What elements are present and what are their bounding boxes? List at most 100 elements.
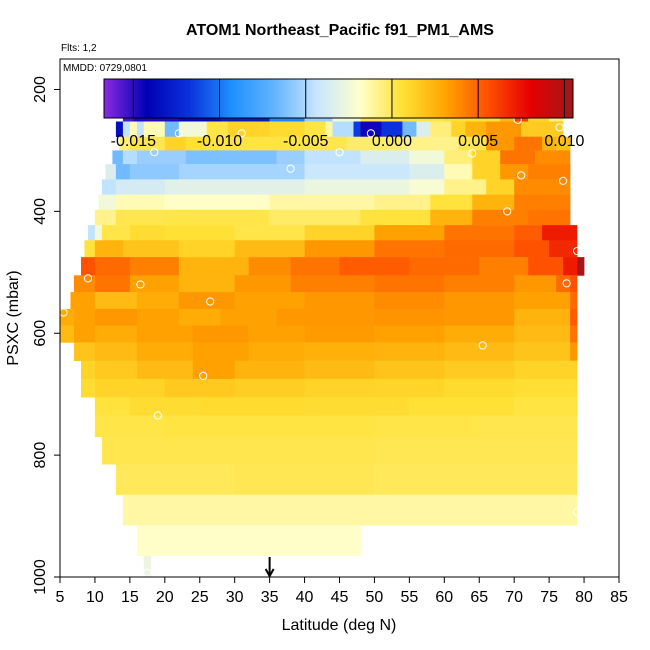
heatmap-cell	[248, 325, 305, 343]
heatmap-cell	[570, 292, 578, 310]
heatmap-cell	[409, 179, 445, 195]
heatmap-cell	[542, 225, 578, 241]
heatmap-cell	[374, 225, 445, 241]
heatmap-cell	[528, 257, 564, 276]
heatmap-cell	[234, 360, 305, 380]
heatmap-cell	[521, 121, 564, 137]
x-tick-label: 55	[400, 589, 418, 606]
heatmap-cell	[234, 275, 291, 293]
heatmap-cell	[192, 325, 249, 343]
heatmap-cell	[115, 464, 235, 496]
heatmap-cell	[570, 325, 578, 343]
heatmap-cell	[178, 121, 208, 137]
sample-point	[60, 308, 68, 317]
heatmap-cell	[514, 275, 557, 293]
sample-point	[562, 279, 571, 288]
heatmap-cell	[444, 308, 515, 326]
x-tick-label: 10	[86, 589, 104, 606]
heatmap-cell	[94, 240, 124, 258]
sample-point	[468, 149, 477, 158]
x-tick-label: 5	[56, 589, 65, 606]
heatmap-cell	[269, 494, 578, 526]
heatmap-cell	[304, 225, 375, 241]
y-tick-label: 1000	[32, 559, 49, 595]
heatmap-cell	[570, 308, 578, 326]
heatmap-cell	[164, 121, 180, 137]
heatmap-cell	[479, 257, 529, 276]
heatmap-cell	[178, 240, 235, 258]
x-tick-label: 50	[366, 589, 384, 606]
heatmap-cell	[535, 150, 571, 165]
heatmap-cell	[486, 121, 522, 137]
heatmap-cell	[94, 342, 138, 361]
y-axis-label: PSXC (mbar)	[5, 270, 22, 365]
sample-point	[286, 164, 295, 173]
heatmap-cell	[136, 360, 194, 380]
heatmap-cell	[528, 209, 571, 226]
heatmap-cell	[353, 121, 361, 137]
heatmap-cell	[206, 121, 228, 137]
heatmap-cell	[444, 150, 473, 165]
heatmap-cell	[325, 121, 333, 137]
heatmap-cell	[402, 136, 459, 151]
heatmap-cell	[105, 164, 117, 180]
heatmap-cell	[84, 240, 96, 258]
heatmap-cell	[122, 121, 131, 137]
x-tick-label: 60	[435, 589, 453, 606]
heatmap-cell	[514, 360, 578, 380]
heatmap-cell	[199, 397, 305, 416]
colorbar-tick-label: 0.010	[544, 133, 584, 150]
heatmap-cell	[444, 325, 515, 343]
heatmap-cell	[94, 275, 131, 293]
heatmap-cell	[129, 136, 166, 151]
heatmap-cell	[185, 136, 208, 151]
heatmap-cell	[304, 150, 361, 165]
marker-arrow-head	[264, 568, 275, 579]
heatmap-cell	[94, 360, 138, 380]
y-tick-label: 400	[32, 198, 49, 225]
heatmap-cell	[178, 308, 221, 326]
heatmap-cell	[570, 275, 578, 293]
sample-point	[206, 297, 215, 306]
heatmap-cell	[304, 397, 410, 416]
heatmap-cell	[514, 292, 571, 310]
heatmap-cell	[451, 121, 466, 137]
heatmap-cell	[577, 257, 585, 276]
x-tick-label: 45	[331, 589, 349, 606]
x-tick-label: 85	[610, 589, 628, 606]
heatmap-cell	[234, 240, 305, 258]
heatmap-cell	[472, 209, 529, 226]
heatmap-cell	[374, 464, 578, 496]
heatmap-cell	[248, 342, 305, 361]
colorbar-tick-label: -0.010	[197, 133, 242, 150]
heatmap-cell	[570, 342, 578, 361]
sample-point	[555, 123, 564, 132]
heatmap-cell	[563, 257, 578, 276]
heatmap-cell	[74, 325, 96, 343]
sample-point	[478, 341, 487, 350]
heatmap-cell	[374, 292, 445, 310]
heatmap-cell	[122, 150, 138, 165]
heatmap-cell	[556, 136, 571, 151]
x-tick-label: 75	[540, 589, 558, 606]
x-tick-label: 20	[156, 589, 174, 606]
heatmap-cell	[514, 342, 571, 361]
heatmap-cell	[94, 397, 131, 416]
heatmap-cell	[94, 209, 117, 226]
x-tick-label: 80	[575, 589, 593, 606]
heatmap-cell	[178, 257, 249, 276]
heatmap-cell	[164, 194, 270, 211]
heatmap-cell	[444, 179, 487, 195]
heatmap-cell	[136, 342, 194, 361]
colorbar-tick-label: -0.005	[283, 133, 328, 150]
heatmap-cell	[136, 150, 187, 165]
heatmap-cell	[164, 378, 235, 398]
heatmap-cell	[409, 164, 445, 180]
colorbar-tick-label: -0.015	[111, 133, 156, 150]
heatmap-cell	[290, 257, 340, 276]
colorbar-tick-label: 0.005	[458, 133, 498, 150]
heatmap-cell	[402, 121, 417, 137]
heatmap-cell	[374, 360, 445, 380]
heatmap-cell	[444, 164, 473, 180]
heatmap-cell	[304, 179, 410, 195]
